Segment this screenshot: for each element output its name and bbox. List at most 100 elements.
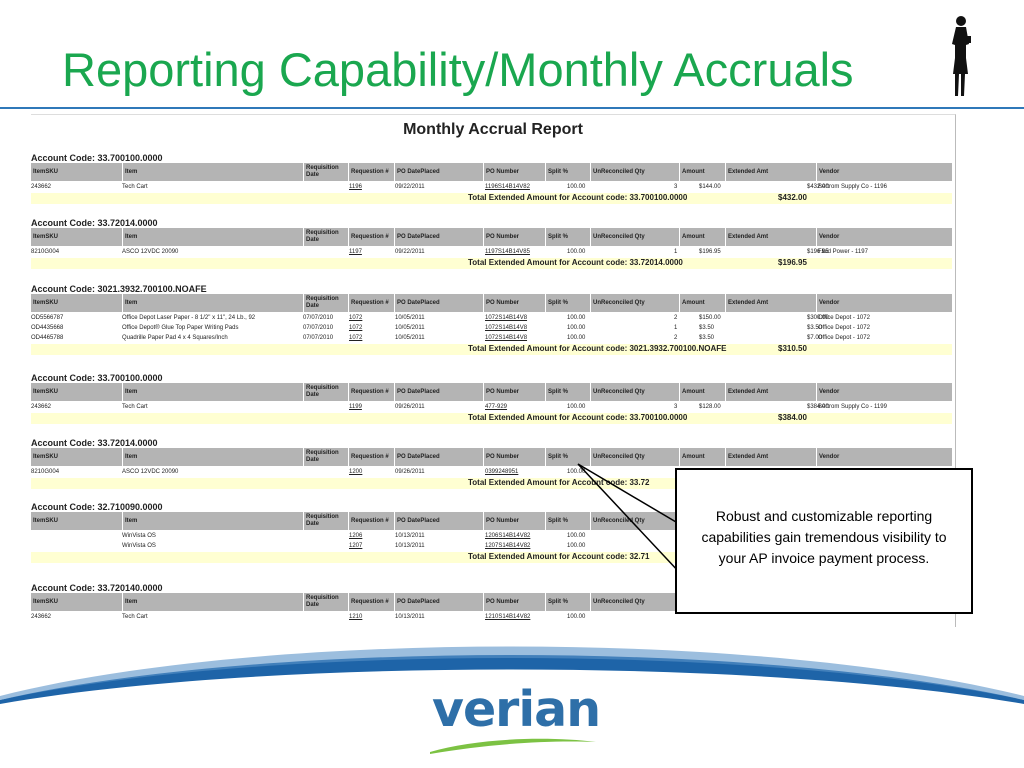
cell-po-number[interactable]: 1210S14B14V82: [485, 614, 531, 620]
column-header: Requestion #: [348, 228, 394, 246]
column-header: ItemSKU: [33, 168, 59, 175]
column-header: ItemSKU: [33, 453, 59, 460]
cell-po-number[interactable]: 1072S14B14V8: [485, 335, 528, 341]
cell-vendor: Office Depot - 1072: [818, 325, 870, 331]
cell-req-date: 07/07/2010: [303, 325, 334, 331]
column-header: Vendor: [816, 383, 952, 401]
cell-amount: $3.50: [699, 335, 715, 341]
cell-split: 100.00: [567, 469, 586, 475]
cell-qty: 1: [674, 249, 678, 255]
footer-swoosh: [0, 646, 1024, 704]
cell-po-number[interactable]: 1206S14B14V82: [485, 533, 531, 539]
column-header: Requisition Date: [303, 163, 348, 181]
column-header: PO DatePlaced: [394, 593, 483, 611]
column-header: Split %: [545, 448, 590, 466]
column-header: Amount: [679, 448, 725, 466]
cell-split: 100.00: [567, 325, 586, 331]
cell-req-no[interactable]: 1072: [349, 335, 363, 341]
table-row: OD5566787 Office Depot Laser Paper - 8 1/…: [31, 314, 952, 324]
column-header: Split %: [545, 228, 590, 246]
title-divider: [0, 107, 1024, 109]
cell-item: WinVista OS: [122, 543, 156, 549]
table-row: WinVista OS 1206 10/13/2011 1206S14B14V82 10…: [31, 532, 952, 542]
cell-po-date: 10/05/2011: [395, 335, 425, 341]
table-row: 243662 Tech Cart 1199 09/26/2011 477-929 100.…: [31, 403, 952, 413]
cell-split: 100.00: [567, 614, 586, 620]
cell-req-no[interactable]: 1199: [349, 404, 362, 410]
cell-qty: 3: [674, 184, 678, 190]
cell-req-no[interactable]: 1207: [349, 543, 363, 549]
cell-po-number[interactable]: 1072S14B14V8: [485, 315, 528, 321]
cell-extended: $7.00: [807, 335, 823, 341]
column-header: Vendor: [816, 448, 952, 466]
table-header: ItemSKU Item Requisition Date Requestion # P…: [31, 228, 952, 246]
cell-po-number[interactable]: 1197S14B14V85: [485, 249, 530, 255]
account-code-label: Account Code: 33.72014.0000: [31, 438, 158, 448]
report-title: Monthly Accrual Report: [403, 121, 583, 138]
cell-split: 100.00: [567, 249, 586, 255]
column-header: ItemSKU: [33, 388, 59, 395]
column-header: Extended Amt: [725, 448, 816, 466]
cell-sku: 243662: [31, 614, 52, 620]
cell-po-number[interactable]: 1207S14B14V82: [485, 543, 531, 549]
column-header: ItemSKU: [33, 598, 59, 605]
total-value: $384.00: [778, 413, 807, 422]
column-header: ItemSKU: [33, 233, 59, 240]
cell-po-number[interactable]: 1072S14B14V8: [485, 325, 528, 331]
cell-req-no[interactable]: 1197: [349, 249, 362, 255]
cell-po-number[interactable]: 477-929: [485, 404, 508, 410]
cell-req-no[interactable]: 1210: [349, 614, 363, 620]
column-header: Amount: [679, 163, 725, 181]
cell-amount: $150.00: [699, 315, 721, 321]
column-header: PO Number: [483, 512, 545, 530]
cell-split: 100.00: [567, 543, 586, 549]
column-header: PO DatePlaced: [394, 383, 483, 401]
cell-sku: 243662: [31, 184, 52, 190]
cell-req-no[interactable]: 1200: [349, 469, 363, 475]
cell-po-date: 09/26/2011: [395, 404, 425, 410]
column-header: PO Number: [483, 294, 545, 312]
verian-logo: verian: [432, 681, 601, 738]
column-header: Requisition Date: [303, 448, 348, 466]
cell-req-no[interactable]: 1072: [349, 325, 363, 331]
callout-text: Robust and customizable reporting capabi…: [701, 508, 947, 566]
total-label: Total Extended Amount for Account code: …: [468, 193, 688, 202]
cell-req-no[interactable]: 1196: [349, 184, 362, 190]
cell-po-date: 09/22/2011: [395, 184, 425, 190]
column-header: Amount: [679, 294, 725, 312]
column-header: PO Number: [483, 448, 545, 466]
column-header: Extended Amt: [725, 294, 816, 312]
column-header: Item: [122, 163, 303, 181]
table-row: WinVista OS 1207 10/13/2011 1207S14B14V82 10…: [31, 542, 952, 552]
cell-split: 100.00: [567, 533, 586, 539]
cell-req-no[interactable]: 1206: [349, 533, 363, 539]
column-header: PO DatePlaced: [394, 163, 483, 181]
table-row: 243662 Tech Cart 1196 09/22/2011 1196S14B14V…: [31, 183, 952, 193]
column-header: Vendor: [816, 163, 952, 181]
cell-sku: OD5566787: [31, 315, 64, 321]
cell-qty: 1: [674, 325, 678, 331]
cell-vendor: Fluid Power - 1197: [818, 249, 868, 255]
table-header: ItemSKU Item Requisition Date Requestion # P…: [31, 448, 952, 466]
account-code-label: Account Code: 33.700100.0000: [31, 373, 163, 383]
column-header: ItemSKU: [33, 299, 59, 306]
column-header: UnReconciled Qty: [590, 294, 679, 312]
account-code-label: Account Code: 3021.3932.700100.NOAFE: [31, 284, 207, 294]
cell-sku: OD4465788: [31, 335, 64, 341]
column-header: Item: [122, 593, 303, 611]
cell-req-no[interactable]: 1072: [349, 315, 363, 321]
column-header: Requisition Date: [303, 228, 348, 246]
total-label: Total Extended Amount for Account code: …: [468, 258, 683, 267]
cell-split: 100.00: [567, 184, 586, 190]
cell-item: Tech Cart: [122, 614, 148, 620]
cell-po-number[interactable]: 0399248951: [485, 469, 519, 475]
cell-po-date: 10/13/2011: [395, 614, 425, 620]
column-header: UnReconciled Qty: [590, 163, 679, 181]
cell-split: 100.00: [567, 315, 586, 321]
cell-po-number[interactable]: 1196S14B14V82: [485, 184, 530, 190]
cell-extended: $384.00: [807, 404, 829, 410]
cell-sku: OD4435668: [31, 325, 64, 331]
cell-vendor: Bertrom Supply Co - 1196: [818, 184, 887, 190]
account-code-label: Account Code: 33.700100.0000: [31, 153, 163, 163]
total-value: $310.50: [778, 344, 807, 353]
